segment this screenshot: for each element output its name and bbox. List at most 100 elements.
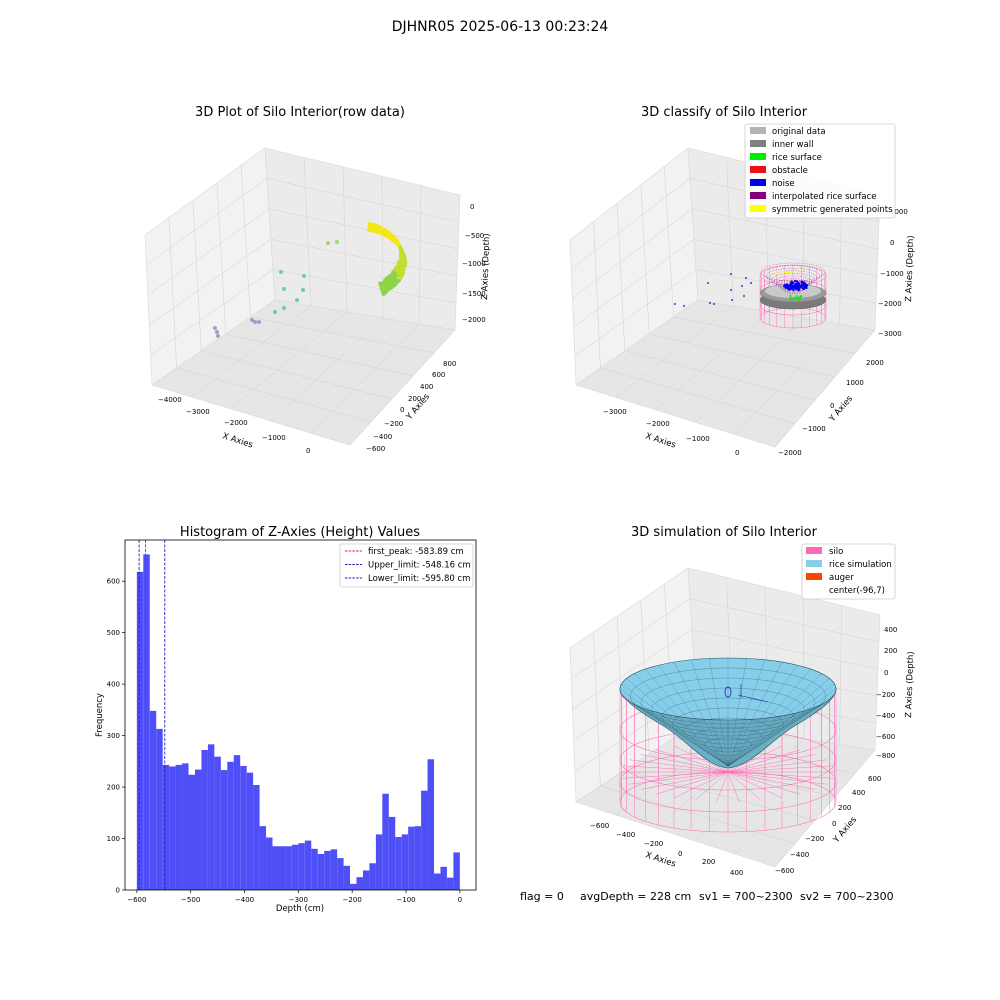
symmetric-point xyxy=(787,270,790,273)
legend-swatch xyxy=(750,166,766,173)
noise-point xyxy=(713,303,715,305)
histogram-bar xyxy=(259,826,267,890)
legend-swatch xyxy=(806,560,822,567)
noise-point xyxy=(798,285,802,288)
histogram-bar xyxy=(233,755,241,890)
scan-point xyxy=(387,274,391,278)
histogram-bar xyxy=(324,850,331,890)
scan-point xyxy=(326,241,330,245)
histogram-xlabel: Depth (cm) xyxy=(276,904,324,914)
tick-label: −800 xyxy=(876,752,895,760)
classify-3d-silo-wireframe xyxy=(759,262,827,329)
tick-label: 0 xyxy=(470,203,474,211)
histogram-bar xyxy=(337,858,344,890)
histogram-bar xyxy=(214,756,221,890)
tick-label: 300 xyxy=(107,732,120,740)
tick-label: −400 xyxy=(235,896,254,904)
symmetric-point xyxy=(796,270,799,273)
histogram-bar xyxy=(188,774,195,890)
histogram-legend: first_peak: -583.89 cm Upper_limit: -548.… xyxy=(339,543,474,588)
histogram-bar xyxy=(356,877,363,890)
histogram-bar xyxy=(369,863,376,890)
noise-point xyxy=(709,302,711,304)
histogram-bar xyxy=(240,765,247,890)
scan-point xyxy=(215,330,219,334)
histogram-bar xyxy=(330,849,338,890)
tick-label: −600 xyxy=(775,867,794,875)
noise-point xyxy=(785,283,789,286)
noise-point xyxy=(794,284,797,287)
tick-label: −600 xyxy=(590,822,609,830)
noise-point xyxy=(791,281,794,284)
noise-point xyxy=(792,289,795,292)
tick-label: −2000 xyxy=(646,420,670,428)
histogram-bar xyxy=(156,728,163,890)
symmetric-point xyxy=(783,271,786,273)
scan-point xyxy=(400,248,404,252)
scan-point xyxy=(402,256,407,260)
tick-label: −1000 xyxy=(462,260,486,268)
tick-label: −1500 xyxy=(462,290,486,298)
rice-surface-point xyxy=(792,298,795,301)
raw-3d-axes-box xyxy=(144,147,461,446)
legend-label: inner wall xyxy=(772,140,813,150)
histogram-bar xyxy=(427,759,435,890)
noise-point xyxy=(801,287,804,290)
tick-label: −100 xyxy=(396,896,415,904)
histogram-bar xyxy=(162,764,170,890)
tick-label: −400 xyxy=(373,433,392,441)
tick-label: −3000 xyxy=(603,408,627,416)
scan-point xyxy=(393,272,397,276)
scan-point xyxy=(279,270,283,274)
legend-label: auger xyxy=(829,573,854,583)
tick-label: −4000 xyxy=(158,396,182,404)
tick-label: 600 xyxy=(868,775,881,783)
tick-label: −200 xyxy=(876,691,895,699)
histogram-bar xyxy=(298,843,305,890)
sv1-text: sv1 = 700~2300 xyxy=(699,890,793,903)
scan-point xyxy=(378,225,382,229)
legend-label: silo xyxy=(829,547,843,557)
tick-label: 0 xyxy=(884,669,888,677)
figure-suptitle: DJHNR05 2025-06-13 00:23:24 xyxy=(392,19,609,35)
scan-point xyxy=(397,260,401,264)
histogram-bar xyxy=(175,764,183,890)
tick-label: 200 xyxy=(838,804,851,812)
auger-marker xyxy=(724,686,732,698)
scan-point xyxy=(381,231,385,235)
rice-surface-point xyxy=(800,295,802,298)
histogram-bar xyxy=(440,866,447,890)
panel-raw-3d-scatter: 3D Plot of Silo Interior(row data) −4000… xyxy=(144,105,492,455)
histogram-bar xyxy=(408,826,415,890)
tick-label: 200 xyxy=(702,858,715,866)
noise-point xyxy=(800,282,803,285)
histogram-bar xyxy=(350,883,357,890)
scan-point xyxy=(399,253,403,257)
histogram-bar xyxy=(395,836,402,890)
scan-point xyxy=(383,286,387,290)
noise-point xyxy=(789,283,792,286)
legend-label: center(-96,7) xyxy=(829,586,885,596)
histogram-bar xyxy=(421,790,428,890)
histogram-bar xyxy=(253,785,260,890)
noise-point xyxy=(805,286,808,289)
scan-point xyxy=(295,298,299,302)
raw-3d-x-ticks: −4000 −3000 −2000 −1000 0 xyxy=(158,396,310,455)
histogram-y-ticks: 0 100 200 300 400 500 600 xyxy=(107,578,125,895)
tick-label: −200 xyxy=(384,420,403,428)
noise-point xyxy=(730,289,732,291)
tick-label: 0 xyxy=(400,406,404,414)
legend-label: first_peak: -583.89 cm xyxy=(368,547,464,557)
scan-point xyxy=(302,274,306,278)
scan-point xyxy=(387,230,391,234)
histogram-bar xyxy=(446,877,454,890)
tick-label: −1000 xyxy=(880,270,904,278)
tick-label: −2000 xyxy=(878,300,902,308)
tick-label: 500 xyxy=(107,629,120,637)
noise-point xyxy=(800,280,804,283)
noise-point xyxy=(791,285,794,288)
legend-swatch xyxy=(750,179,766,186)
histogram-bar xyxy=(343,865,351,890)
tick-label: 600 xyxy=(432,371,445,379)
simulation-rice-surface xyxy=(619,657,837,769)
